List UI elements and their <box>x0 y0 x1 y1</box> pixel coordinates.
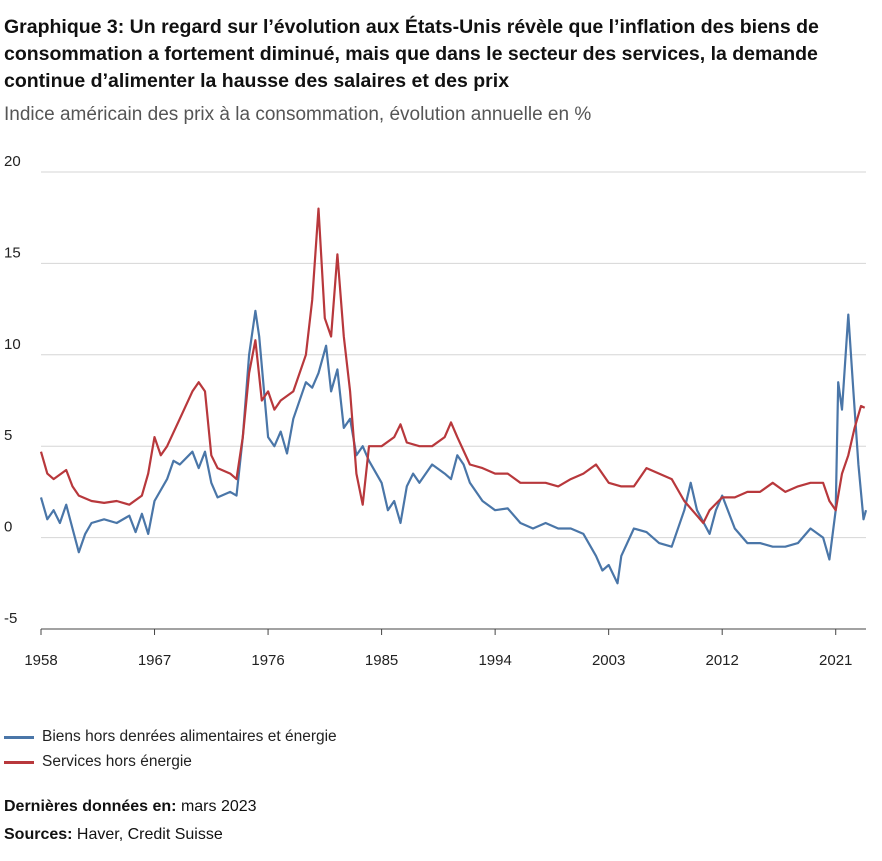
x-tick-label: 2003 <box>592 652 625 669</box>
legend-label: Services hors énergie <box>42 753 192 770</box>
footnote-text: mars 2023 <box>180 798 257 815</box>
x-tick-label: 2021 <box>819 652 852 669</box>
chart-subtitle: Indice américain des prix à la consommat… <box>4 104 592 125</box>
x-tick-label: 1958 <box>24 652 57 669</box>
footnote: Sources: Haver, Credit Suisse <box>4 826 223 844</box>
y-tick-label: 15 <box>4 244 21 261</box>
chart-title: Graphique 3: Un regard sur l’évolution a… <box>4 16 819 92</box>
footnote: Dernières données en: mars 2023 <box>4 798 257 816</box>
series-line <box>39 309 868 585</box>
series-line <box>39 207 866 525</box>
y-tick-label: 10 <box>4 336 21 353</box>
footnote-label: Dernières données en: <box>4 798 177 815</box>
footnote-label: Sources: <box>4 826 73 843</box>
legend-label: Biens hors denrées alimentaires et énerg… <box>42 728 337 745</box>
x-tick-label: 1967 <box>138 652 171 669</box>
legend-item: Biens hors denrées alimentaires et énerg… <box>4 728 337 746</box>
x-tick-label: 1994 <box>478 652 511 669</box>
x-tick-label: 2012 <box>706 652 739 669</box>
legend-swatch <box>4 735 34 739</box>
y-tick-label: 5 <box>4 427 12 444</box>
y-tick-label: 0 <box>4 519 12 536</box>
legend-item: Services hors énergie <box>4 753 192 771</box>
chart: -5 0 5 10 15 20 1958 1967 1976 1985 1994 2003 2012 20… <box>4 153 868 669</box>
x-tick-label: 1976 <box>251 652 284 669</box>
y-tick-label: 20 <box>4 153 21 170</box>
footnote-text: Haver, Credit Suisse <box>76 826 223 843</box>
y-tick-label: -5 <box>4 610 17 627</box>
x-tick-label: 1985 <box>365 652 398 669</box>
legend-swatch <box>4 760 34 764</box>
